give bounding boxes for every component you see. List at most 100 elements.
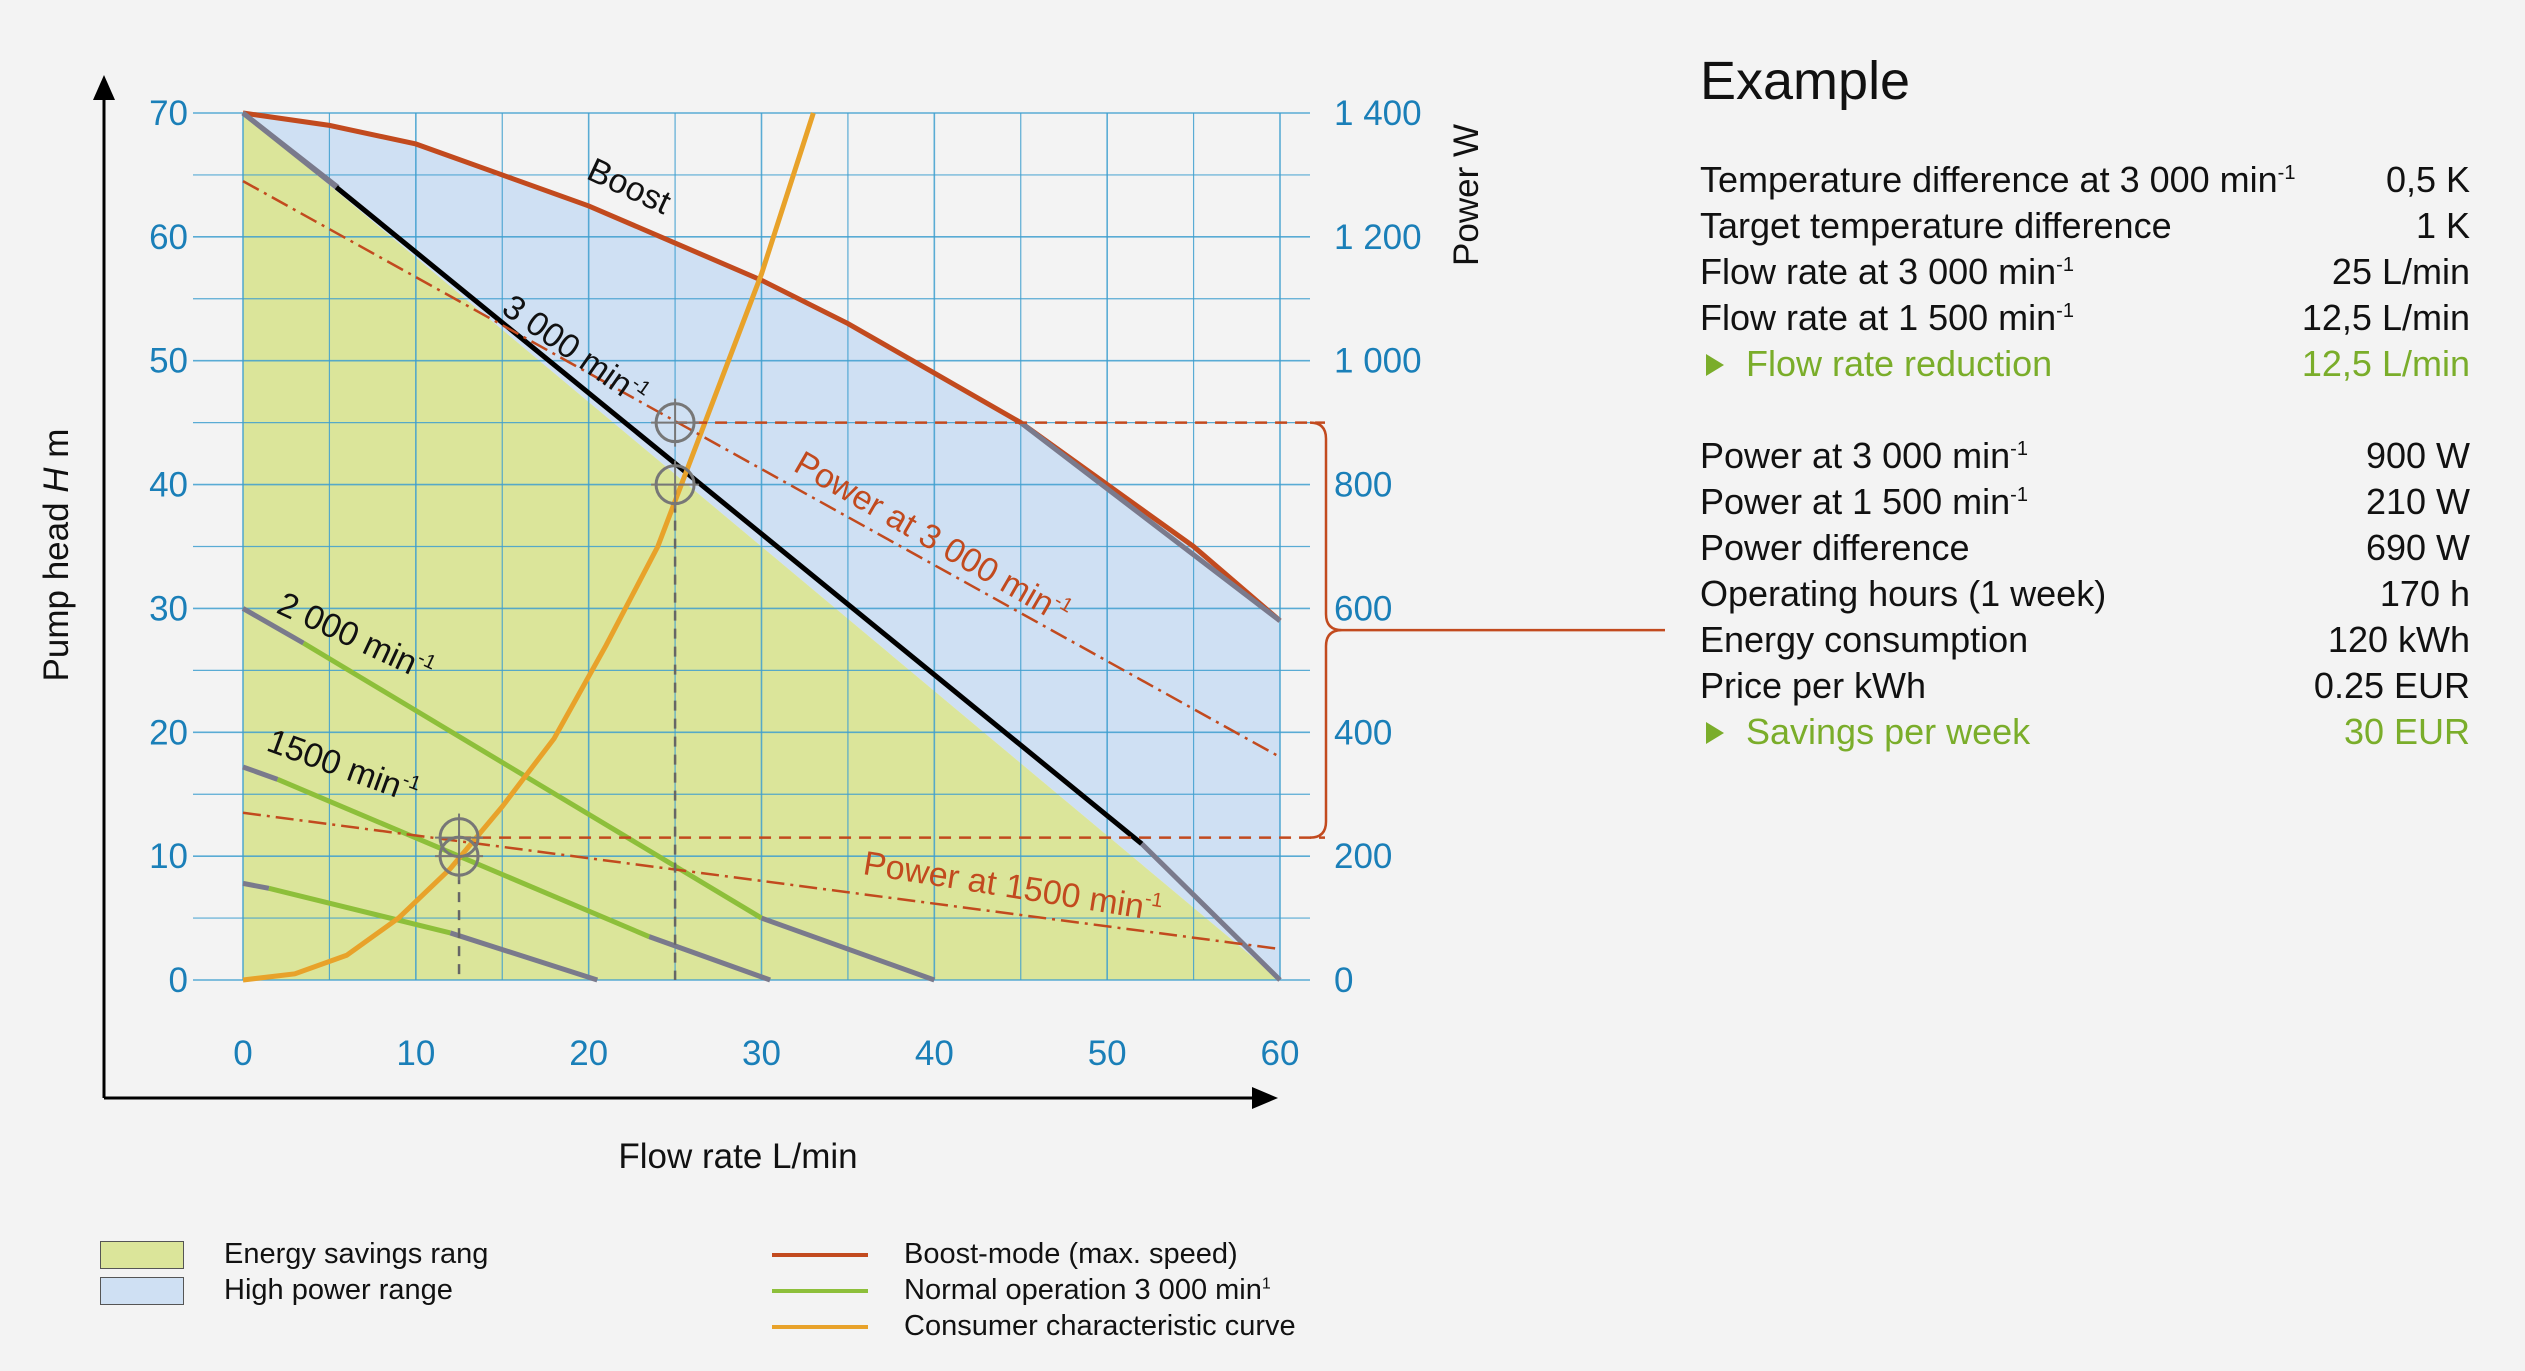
x-tick-label: 30 [742, 1034, 781, 1073]
example-row: Power difference 690 W [1700, 518, 2470, 568]
example-row-label: Power difference [1700, 527, 1970, 568]
example-row: Price per kWh 0.25 EUR [1700, 656, 2470, 706]
example-row-label: Target temperature difference [1700, 205, 2172, 246]
example-row-value: 900 W [2365, 435, 2470, 476]
y-tick-label: 0 [169, 961, 188, 1000]
example-row-label: Power at 3 000 min-1 [1700, 435, 2028, 476]
legend-line-normal [772, 1288, 868, 1293]
example-row: Temperature difference at 3 000 min-1 0,5… [1700, 150, 2470, 200]
x-tick-label: 60 [1261, 1034, 1300, 1073]
example-row-label: Flow rate at 1 500 min-1 [1700, 297, 2074, 338]
x-axis-arrow [1252, 1087, 1278, 1109]
y2-tick-label: 400 [1334, 713, 1392, 752]
example-row-value: 0.25 EUR [2313, 665, 2470, 706]
example-row-value: 1 K [2415, 205, 2470, 246]
legend-label: Energy savings rang [224, 1238, 489, 1270]
y-tick-label: 70 [149, 94, 188, 133]
example-row-label: Temperature difference at 3 000 min-1 [1700, 159, 2296, 200]
example-row: Energy consumption 120 kWh [1700, 610, 2470, 660]
x-tick-label: 50 [1088, 1034, 1127, 1073]
rpm1500-gray-end [648, 934, 771, 983]
legend-high-power: High power range [100, 1274, 453, 1307]
example-row-value: 210 W [2365, 481, 2470, 522]
y2-axis-title: Power W [1447, 124, 1486, 266]
consumer-curve [242, 112, 816, 983]
legend-consumer: Consumer characteristic curve [772, 1310, 1296, 1343]
example-row-value: 0,5 K [2385, 159, 2470, 200]
y-tick-label: 10 [149, 837, 188, 876]
example-row-label: Energy consumption [1700, 619, 2029, 660]
rpm2000-gray-start [241, 606, 305, 646]
example-rows-flow: Temperature difference at 3 000 min-1 0,5… [1700, 150, 2470, 384]
x-tick-label: 10 [396, 1034, 435, 1073]
low-speed-curve [268, 885, 451, 936]
legend-normal: Normal operation 3 000 min1 [772, 1274, 1271, 1307]
y2-tick-label: 200 [1334, 837, 1392, 876]
axes: 0 10 20 30 40 50 60010203040506070020040060080… [37, 75, 1486, 1176]
y2-tick-label: 600 [1334, 589, 1392, 628]
rpm3000-gray-end [1139, 841, 1282, 982]
example-row-value: 30 EUR [2343, 711, 2470, 752]
example-panel: Example Temperature difference at 3 000 … [1700, 50, 2470, 752]
triangle-bullet-icon [1706, 354, 1724, 376]
legend-label: Normal operation 3 000 min1 [904, 1274, 1271, 1306]
example-row: Power at 1 500 min-1 210 W [1700, 472, 2470, 522]
example-row-value: 25 L/min [2331, 251, 2470, 292]
example-row-label: Flow rate at 3 000 min-1 [1700, 251, 2074, 292]
rpm3000-gray-start [241, 111, 338, 190]
rpm1500-gray-start [242, 764, 279, 782]
legend-line-consumer [772, 1324, 868, 1329]
example-row-label: Price per kWh [1700, 665, 1927, 706]
y-axis-title: Pump head H m [37, 429, 76, 682]
reference-lines [435, 398, 1665, 980]
y-tick-label: 40 [149, 466, 188, 505]
y2-tick-label: 1 200 [1334, 218, 1422, 257]
x-tick-label: 20 [569, 1034, 608, 1073]
legend-label: Consumer characteristic curve [904, 1310, 1296, 1342]
rpm1500-curve [276, 777, 651, 939]
example-row: Flow rate at 3 000 min-1 25 L/min [1700, 242, 2470, 292]
example-row-value: 120 kWh [2327, 619, 2470, 660]
y2-tick-label: 800 [1334, 466, 1392, 505]
y-tick-label: 20 [149, 713, 188, 752]
curves [241, 110, 1282, 983]
y-tick-label: 30 [149, 589, 188, 628]
x-tick-label: 0 [233, 1034, 252, 1073]
boost-gray-right [1019, 420, 1282, 623]
power-1500-line [242, 811, 1281, 951]
x-axis-title: Flow rate L/min [618, 1137, 857, 1176]
rpm2000-gray-end [760, 915, 936, 983]
legend-swatch-green [100, 1240, 184, 1269]
y-tick-label: 60 [149, 218, 188, 257]
y2-tick-label: 1 400 [1334, 94, 1422, 133]
rpm2000-curve [302, 640, 763, 921]
legend-line-boost [772, 1252, 868, 1257]
legend: Energy savings rang High power range Boo… [100, 1238, 1400, 1358]
legend-swatch-blue [100, 1276, 184, 1305]
low-speed-gray-start [242, 880, 270, 891]
y2-tick-label: 1 000 [1334, 342, 1422, 381]
example-row: Operating hours (1 week) 170 h [1700, 564, 2470, 614]
example-row-value: 170 h [2379, 573, 2470, 614]
example-row: Target temperature difference 1 K [1700, 196, 2470, 246]
legend-energy-savings: Energy savings rang [100, 1238, 488, 1271]
example-title: Example [1700, 51, 1911, 111]
rpm3000-curve [334, 185, 1144, 846]
x-tick-label: 40 [915, 1034, 954, 1073]
example-row: Power at 3 000 min-1 900 W [1700, 426, 2470, 476]
example-row: Flow rate at 1 500 min-1 12,5 L/min [1700, 288, 2470, 338]
example-row-label: Operating hours (1 week) [1700, 573, 2107, 614]
example-row: Savings per week 30 EUR [1700, 702, 2470, 752]
y-tick-label: 50 [149, 342, 188, 381]
low-speed-gray-end [449, 930, 599, 983]
legend-label: High power range [224, 1274, 453, 1306]
example-row: Flow rate reduction 12,5 L/min [1700, 334, 2470, 384]
example-row-label: Savings per week [1700, 702, 2030, 755]
triangle-bullet-icon [1706, 722, 1724, 744]
example-row-value: 12,5 L/min [2301, 297, 2470, 338]
example-rows-power: Power at 3 000 min-1 900 W Power at 1 500 … [1700, 426, 2470, 752]
example-row-label: Flow rate reduction [1700, 334, 2052, 387]
y2-tick-label: 0 [1334, 961, 1353, 1000]
example-row-label: Power at 1 500 min-1 [1700, 481, 2028, 522]
